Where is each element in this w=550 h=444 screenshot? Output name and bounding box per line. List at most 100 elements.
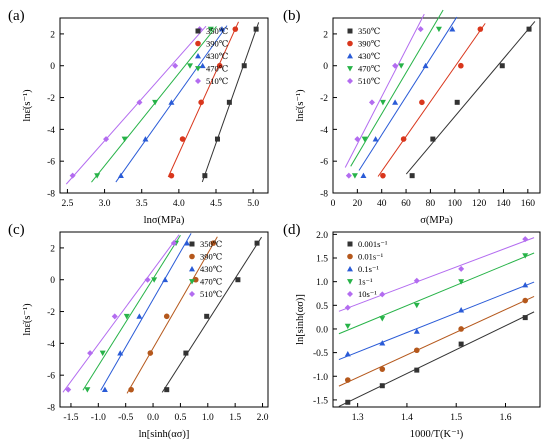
legend-label: 510℃ [200,289,222,299]
data-point [183,240,190,246]
data-point [458,279,465,285]
legend-label: 430℃ [200,264,222,274]
chart-panel: -1.5 -1.0 -0.5 0.0 0.5 1.0 1.5 2.0 -8 -6 -4 -2 0 2 ln[… [8,222,269,440]
data-point [379,291,386,298]
data-point [94,173,101,179]
legend-marker [347,253,353,260]
data-point [344,351,351,357]
y-tick-label: 1.0 [316,278,328,288]
panel-label: (c) [8,222,25,238]
data-point [168,99,175,105]
plot-frame [332,17,541,194]
data-point [449,26,456,32]
data-point [344,377,351,383]
trend-line [358,16,458,171]
x-tick-label: 3.0 [99,199,111,209]
data-point [69,172,76,179]
data-point [458,265,465,272]
legend-label: 350℃ [200,239,222,249]
trend-line [126,236,218,394]
y-tick-label: 0.5 [316,302,328,312]
legend-marker [189,291,195,297]
x-tick-label: 5.0 [247,199,259,209]
x-tick-label: 1.4 [401,413,413,423]
x-tick-label: 80 [426,199,436,209]
data-point [117,350,124,356]
y-tick-label: -0.5 [313,349,328,359]
data-point [235,277,241,283]
data-point [192,276,199,283]
data-point [164,387,170,393]
trend-line [91,26,217,183]
legend-marker [189,241,195,247]
data-point [117,172,124,179]
trend-line [338,237,535,312]
data-point [168,172,175,179]
trend-line [338,311,535,407]
y-tick-label: -2 [47,308,55,318]
trend-line [62,234,180,393]
data-point [477,26,484,32]
x-tick-label: 20 [353,199,363,209]
data-point [147,350,154,356]
data-point [379,316,386,322]
data-point [430,136,436,142]
trend-line [338,252,535,335]
data-point [84,387,91,393]
trend-line [350,9,444,167]
data-point [103,136,110,143]
y-tick-label: -8 [320,190,328,200]
data-point [360,172,367,179]
x-tick-label: 1.6 [500,413,512,423]
data-point [361,136,368,143]
data-point [413,328,420,334]
legend-marker [195,53,201,59]
y-tick-label: 2 [50,244,55,254]
legend-marker [195,28,201,34]
trend-line [405,21,536,175]
data-point [198,99,204,106]
data-point [392,62,399,69]
data-point [354,136,361,143]
legend-label: 10s⁻¹ [358,289,377,299]
x-tick-label: 1.3 [352,413,364,423]
data-point [345,172,352,179]
y-tick-label: 2.0 [316,231,328,241]
panel-label: (a) [8,8,25,24]
data-point [458,326,464,332]
data-point [422,62,429,69]
y-tick-label: -2 [47,94,55,104]
legend-label: 470℃ [206,64,228,74]
data-point [111,313,118,320]
data-point [202,173,208,179]
legend-label: 0.001s⁻¹ [358,239,388,249]
x-tick-label: -1.0 [91,413,106,423]
legend-marker [347,66,353,72]
x-tick-label: 1.5 [450,413,462,423]
x-tick-label: 3.5 [136,199,148,209]
x-tick-label: 100 [448,199,463,209]
x-tick-label: 4.5 [210,199,222,209]
panel-label: (d) [283,222,301,238]
data-point [232,26,239,32]
legend-label: 0.1s⁻¹ [358,264,379,274]
trend-line [161,236,262,393]
data-point [413,302,420,309]
data-point [458,307,465,313]
data-point [136,313,143,319]
x-tick-label: 40 [377,199,387,209]
legend-label: 390℃ [358,39,380,49]
data-point [151,277,158,283]
y-axis-label: lnε̇(s⁻¹) [295,89,306,122]
data-point [522,236,529,243]
data-point [162,276,169,283]
x-tick-label: -1.5 [63,413,78,423]
data-point [522,281,529,288]
legend-marker [189,253,195,260]
data-point [379,383,385,389]
data-point [413,347,420,354]
legend-marker [195,40,201,47]
trend-line [65,25,207,185]
data-point [458,62,464,69]
